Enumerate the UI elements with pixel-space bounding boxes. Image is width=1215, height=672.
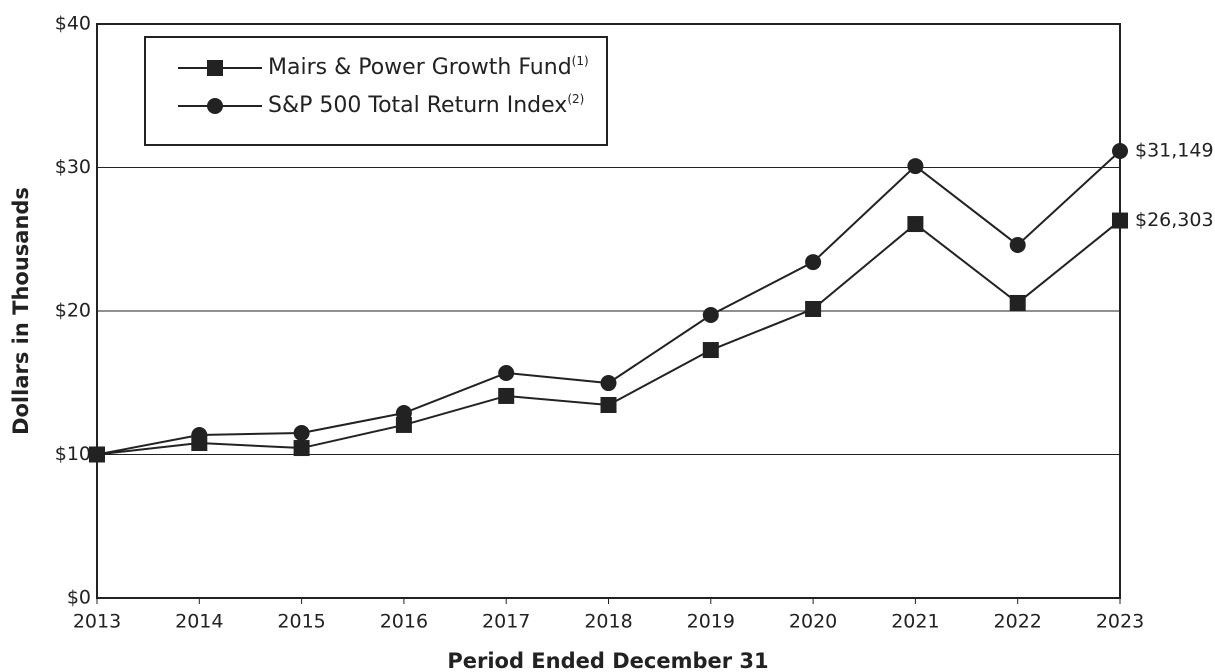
end-value-label: $26,303 [1135, 209, 1214, 231]
x-tick-label: 2015 [277, 611, 325, 633]
circle-marker [907, 158, 924, 175]
legend-label: S&P 500 Total Return Index(2) [268, 92, 584, 119]
circle-marker [1112, 143, 1128, 160]
legend-footnote: (1) [572, 54, 589, 68]
circle-marker [191, 426, 208, 443]
y-tick-label: $30 [55, 156, 91, 178]
circle-marker [805, 254, 822, 271]
x-tick-label: 2023 [1096, 611, 1144, 633]
legend-footnote: (2) [567, 92, 584, 106]
square-marker [293, 440, 310, 457]
x-tick-label: 2016 [380, 611, 428, 633]
plot-frame [96, 23, 1121, 599]
legend-name: Mairs & Power Growth Fund [268, 55, 572, 80]
square-marker [498, 387, 515, 404]
x-tick-label: 2019 [687, 611, 735, 633]
circle-marker [293, 424, 310, 441]
square-marker [600, 396, 617, 413]
x-tick-label: 2017 [482, 611, 530, 633]
circle-marker [89, 446, 105, 463]
legend-label: Mairs & Power Growth Fund(1) [268, 54, 589, 81]
circle-marker [498, 364, 515, 381]
square-marker [702, 342, 719, 359]
legend-marker [207, 98, 223, 114]
series-line [96, 219, 1121, 456]
y-tick-label: $40 [55, 13, 91, 35]
end-value-label: $31,149 [1135, 140, 1214, 162]
square-marker [395, 416, 412, 433]
x-tick-label: 2022 [994, 611, 1042, 633]
x-tick-label: 2014 [175, 611, 223, 633]
y-tick-label: $20 [55, 300, 91, 322]
x-tick-label: 2020 [789, 611, 837, 633]
square-marker [805, 300, 822, 317]
y-tick-label: $10 [55, 443, 91, 465]
x-tick-label: 2021 [891, 611, 939, 633]
square-marker [1112, 212, 1128, 229]
square-marker [1009, 294, 1026, 311]
circle-marker [1009, 236, 1026, 253]
y-axis-title: Dollars in Thousands [9, 187, 33, 435]
x-tick-label: 2018 [584, 611, 632, 633]
legend-box [144, 36, 608, 146]
square-marker [907, 216, 924, 233]
x-tick-label: 2013 [73, 611, 121, 633]
legend-name: S&P 500 Total Return Index [268, 93, 567, 118]
x-axis-title: Period Ended December 31 [447, 649, 768, 672]
y-tick-label: $0 [67, 587, 91, 609]
circle-marker [600, 375, 617, 392]
circle-marker [702, 307, 719, 324]
legend-marker [207, 60, 223, 76]
circle-marker [395, 405, 412, 422]
